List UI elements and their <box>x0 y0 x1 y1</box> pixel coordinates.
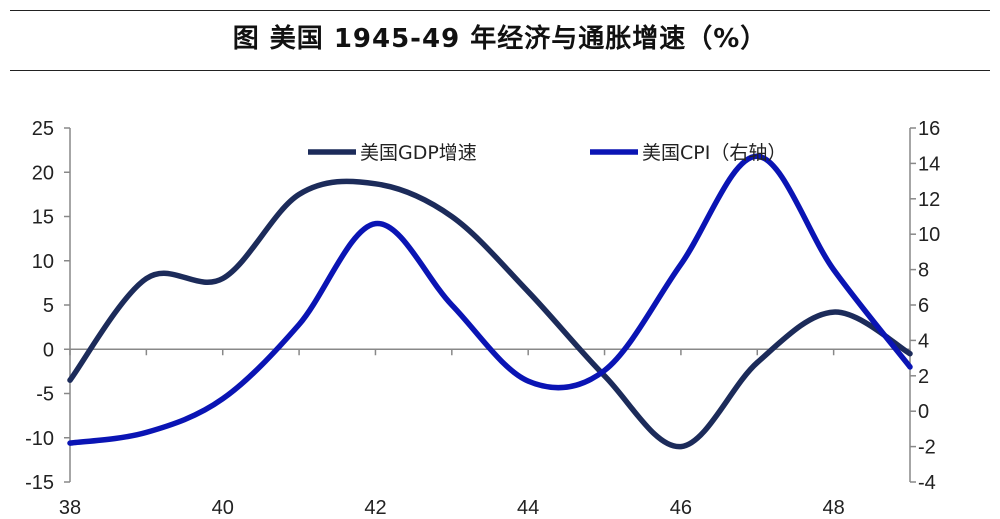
right-tick-label: 6 <box>918 295 929 317</box>
x-tick-label: 46 <box>670 497 692 519</box>
right-tick-label: -2 <box>918 437 936 459</box>
left-tick-label: 10 <box>32 251 54 273</box>
x-tick-label: 48 <box>823 497 845 519</box>
x-tick-label: 38 <box>59 497 81 519</box>
right-tick-label: 8 <box>918 260 929 282</box>
series-line-cpi <box>67 153 913 446</box>
left-tick-label: 15 <box>32 207 54 229</box>
right-tick-label: 0 <box>918 401 929 423</box>
left-tick-label: -5 <box>36 384 54 406</box>
legend-label-cpi: 美国CPI（右轴） <box>642 142 786 164</box>
title-top-rule <box>10 10 990 11</box>
left-tick-label: 0 <box>43 339 54 361</box>
right-tick-label: 16 <box>918 118 940 140</box>
left-tick-label: -10 <box>25 428 54 450</box>
chart-title: 图 美国 1945-49 年经济与通胀增速（%） <box>232 24 768 54</box>
left-tick-label: -15 <box>25 472 54 494</box>
x-tick-label: 40 <box>212 497 234 519</box>
right-tick-label: 14 <box>918 153 940 175</box>
legend-label-gdp: 美国GDP增速 <box>360 142 477 164</box>
left-tick-label: 20 <box>32 162 54 184</box>
right-tick-label: 10 <box>918 224 940 246</box>
left-tick-label: 5 <box>43 295 54 317</box>
series-line-gdp <box>67 178 913 450</box>
right-tick-label: 4 <box>918 330 929 352</box>
right-tick-label: -4 <box>918 472 936 494</box>
right-tick-label: 12 <box>918 189 940 211</box>
title-bottom-rule <box>10 70 990 71</box>
x-tick-label: 44 <box>517 497 539 519</box>
x-tick-label: 42 <box>364 497 386 519</box>
right-tick-label: 2 <box>918 366 929 388</box>
left-tick-label: 25 <box>32 118 54 140</box>
